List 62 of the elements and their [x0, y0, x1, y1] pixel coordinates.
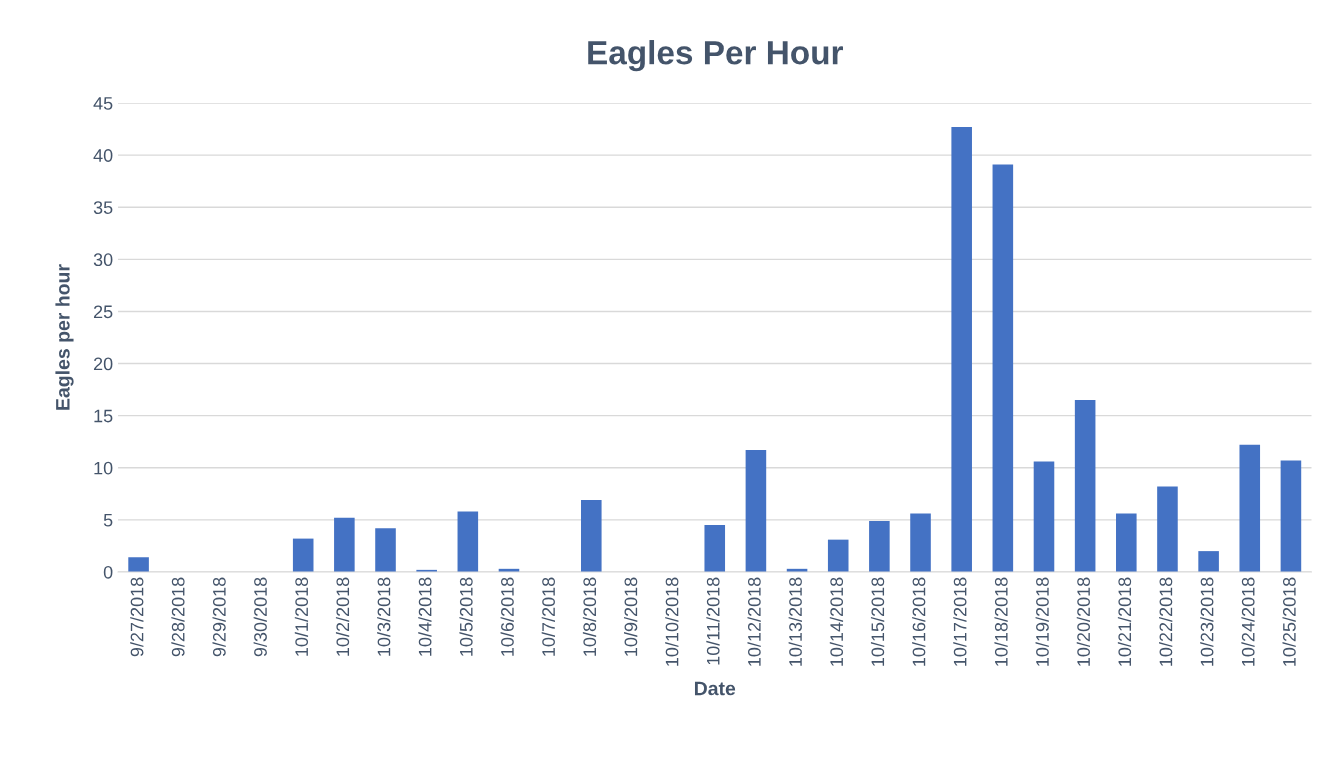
x-tick-label: 10/14/2018 [829, 577, 844, 666]
bar [1033, 461, 1055, 572]
bar [292, 538, 314, 572]
x-tick-label: 10/22/2018 [1159, 577, 1173, 666]
bar [951, 127, 972, 572]
y-tick-label: 30 [93, 253, 113, 267]
bar [1280, 460, 1302, 572]
bar [827, 539, 849, 572]
bar [1239, 444, 1261, 572]
bar [992, 164, 1014, 572]
x-tick-label: 10/18/2018 [994, 577, 1008, 666]
x-tick-label: 10/19/2018 [1035, 577, 1049, 666]
x-tick-label: 10/9/2018 [624, 577, 638, 656]
bar [1198, 551, 1219, 572]
x-tick-label: 10/25/2018 [1282, 577, 1296, 666]
x-tick-label: 10/24/2018 [1241, 577, 1255, 666]
bar [1157, 486, 1178, 572]
bar [869, 520, 890, 572]
x-tick-label: 10/11/2018 [706, 577, 720, 665]
bar [745, 450, 767, 572]
x-tick-label: 10/2/2018 [335, 577, 350, 656]
bar [457, 511, 479, 572]
y-tick-label: 5 [103, 513, 113, 527]
y-tick-label: 45 [93, 97, 113, 110]
x-tick-label: 10/4/2018 [418, 577, 432, 656]
x-tick-label: 10/12/2018 [747, 577, 761, 666]
bar [375, 528, 396, 572]
chart-title: Eagles Per Hour [588, 40, 844, 72]
y-tick-label: 0 [103, 565, 113, 579]
x-tick-label: 10/1/2018 [294, 577, 309, 656]
x-tick-label: 10/7/2018 [541, 577, 555, 656]
y-tick-label: 15 [94, 409, 113, 423]
x-tick-label: 10/23/2018 [1200, 577, 1214, 666]
x-axis-title: Date [694, 681, 736, 696]
bar [334, 517, 355, 572]
bar [704, 525, 726, 572]
x-tick-label: 9/27/2018 [130, 577, 144, 657]
x-tick-label: 10/16/2018 [912, 577, 926, 666]
x-tick-label: 9/29/2018 [212, 577, 226, 657]
x-tick-label: 10/17/2018 [953, 577, 967, 666]
bar [128, 557, 149, 572]
y-tick-label: 20 [93, 357, 113, 371]
y-axis-title: Eagles per hour [55, 264, 74, 410]
x-tick-label: 10/6/2018 [500, 577, 514, 656]
x-tick-label: 10/10/2018 [665, 577, 679, 666]
x-tick-label: 10/20/2018 [1076, 577, 1090, 666]
x-tick-label: 9/30/2018 [253, 577, 267, 657]
x-tick-label: 10/15/2018 [870, 577, 885, 666]
y-tick-label: 35 [93, 201, 113, 214]
x-tick-label: 10/21/2018 [1117, 577, 1132, 666]
y-tick-label: 10 [94, 461, 113, 475]
y-tick-label: 40 [93, 149, 113, 162]
bar [910, 513, 931, 572]
x-tick-label: 10/13/2018 [788, 577, 802, 666]
x-tick-label: 10/5/2018 [459, 577, 473, 656]
y-tick-label: 25 [93, 305, 113, 319]
bar [1116, 513, 1137, 572]
x-tick-label: 10/3/2018 [377, 577, 391, 656]
bar [581, 500, 602, 572]
bar [1074, 400, 1096, 572]
x-tick-label: 9/28/2018 [171, 577, 185, 657]
x-tick-label: 10/8/2018 [582, 577, 597, 656]
